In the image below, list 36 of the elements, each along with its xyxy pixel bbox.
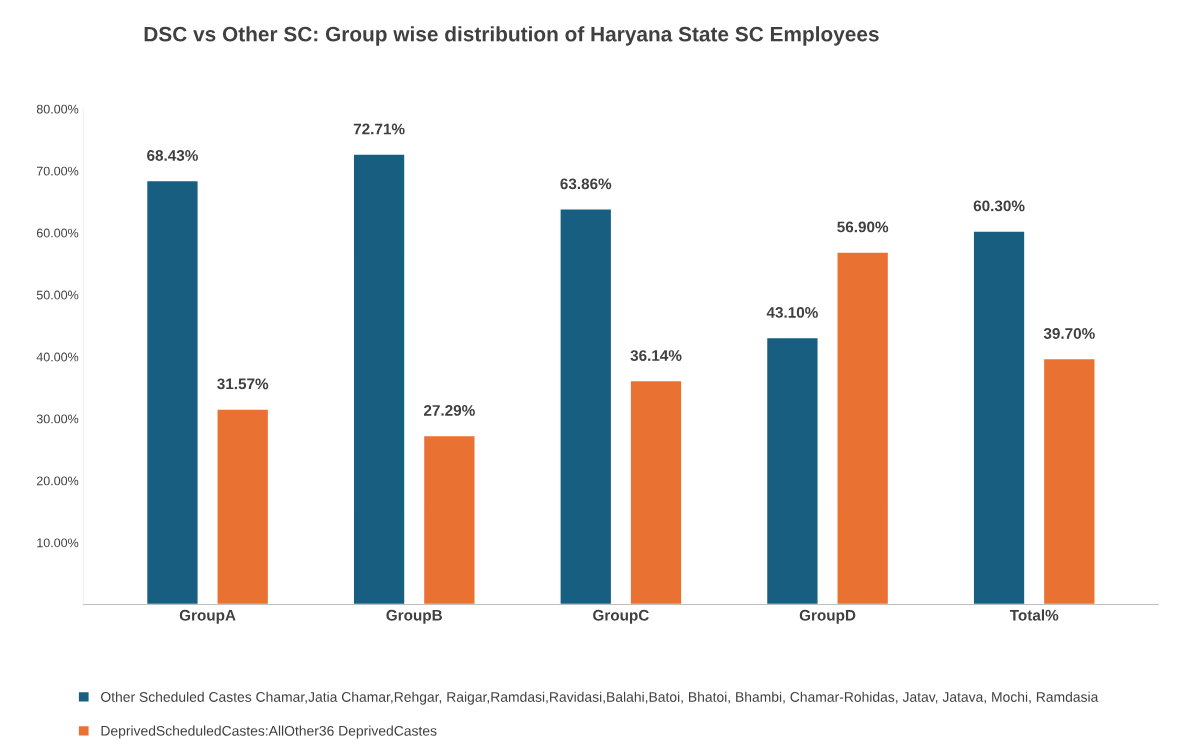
- data-label: 60.30%: [973, 200, 1025, 212]
- bar: [145, 179, 199, 605]
- y-tick-label: 10.00%: [37, 538, 79, 548]
- x-tick-label: GroupB: [386, 609, 442, 624]
- y-tick-label: 50.00%: [36, 290, 79, 300]
- y-tick-label: 60.00%: [36, 228, 79, 238]
- x-tick-label: Total%: [1009, 609, 1059, 621]
- bar: [972, 230, 1026, 605]
- y-tick-label: 40.00%: [36, 352, 79, 362]
- x-tick-label: GroupA: [179, 609, 236, 624]
- data-label: 43.10%: [766, 307, 818, 318]
- bar: [352, 153, 406, 605]
- bar: [559, 208, 613, 605]
- bar: [422, 434, 476, 605]
- data-label: 56.90%: [837, 221, 889, 233]
- x-tick-label: GroupC: [593, 609, 649, 624]
- chart-title: DSC vs Other SC: Group wise distribution of Haryana State SC Employees: [144, 26, 879, 46]
- data-label: 39.70%: [1043, 328, 1095, 339]
- data-label: 63.86%: [560, 178, 612, 190]
- x-tick-label: GroupD: [799, 609, 856, 624]
- y-tick-label: 30.00%: [36, 414, 79, 424]
- data-label: 72.71%: [353, 123, 405, 135]
- legend-label: DeprivedScheduledCastes:AllOther36 DeprivedCastes: [101, 725, 437, 739]
- data-label: 31.57%: [217, 378, 269, 390]
- data-label: 68.43%: [147, 150, 198, 161]
- bar: [629, 379, 683, 605]
- bar: [1042, 357, 1096, 605]
- y-tick-label: 20.00%: [36, 476, 79, 486]
- bar: [765, 336, 819, 605]
- y-tick-label: 80.00%: [36, 104, 79, 114]
- data-label: 27.29%: [423, 404, 475, 416]
- bar: [836, 251, 890, 605]
- y-tick-label: 70.00%: [36, 166, 79, 176]
- data-label: 36.14%: [630, 350, 682, 361]
- bar: [216, 408, 270, 605]
- legend-label: Other Scheduled Castes Chamar,Jatia Chamar,Rehgar, Raigar,Ramdasi,Ravidasi,Balahi,Batoi, Bhatoi, Bhambi, Chamar-Rohidas, Jatav, Jatava, Mochi, Ramdasia: [101, 691, 1099, 705]
